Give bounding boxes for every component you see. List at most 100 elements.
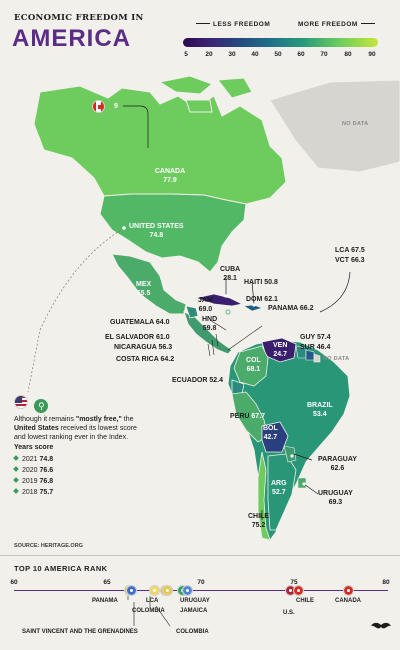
legend-gradient-bar: [183, 38, 378, 47]
country-label-suriname: SUR 46.4: [300, 344, 331, 351]
country-label-haiti: HAITI 50.8: [244, 279, 278, 286]
header-subtitle: ECONOMIC FREEDOM IN: [14, 13, 144, 23]
arrow-left-icon: [196, 23, 210, 24]
paraguay-shape: [283, 445, 297, 463]
country-label-colombia: COL 68.1: [246, 357, 261, 373]
rank-label-colombia-bottom: COLOMBIA: [176, 629, 209, 635]
cuba-shape: [194, 293, 244, 307]
mexico-shape: [111, 253, 187, 315]
marker-dot: [302, 482, 306, 486]
year-score-row: 2019 76.8: [13, 477, 53, 485]
country-label-mexico: MEX 65.5: [136, 281, 152, 297]
bolivia-shape: [261, 421, 289, 453]
guatemala-shape: [185, 305, 199, 319]
rank-label-panama: PANAMA: [92, 598, 118, 604]
country-label-chile: CHILE 75.2: [248, 513, 269, 529]
diamond-icon: [13, 466, 19, 472]
rank-marker: [182, 584, 194, 596]
legend-tick: 20: [205, 51, 213, 58]
country-label-guyana: GUY 57.4: [300, 334, 331, 341]
us-flag-icon: [14, 395, 28, 409]
legend-tick: 80: [344, 51, 352, 58]
rank-axis-tick: 65: [103, 579, 111, 586]
country-label-guatemala: GUATEMALA 64.0: [110, 319, 170, 326]
legend-more-label: MORE FREEDOM: [298, 21, 375, 28]
marker-dot: [224, 294, 228, 298]
leader-line-paraguay: [293, 453, 313, 461]
legend-tick: 30: [228, 51, 236, 58]
no-data-label: NO DATA: [342, 121, 369, 127]
rank-axis-tick: 75: [290, 579, 298, 586]
country-label-bolivia: BOL 42.7: [263, 425, 278, 441]
country-label-argentina: ARG 52.7: [271, 480, 287, 496]
leader-line-uruguay: [303, 483, 319, 495]
country-label-united-states: UNITED STATES 74.8: [129, 223, 184, 239]
magnifier-icon: ⚲: [34, 399, 49, 413]
french-guiana-shape: [313, 353, 321, 363]
country-label-dominican-republic: DOM 62.1: [246, 296, 278, 303]
country-label-ecuador: ECUADOR 52.4: [172, 377, 223, 384]
leader-line-canada: [119, 105, 149, 148]
country-label-nicaragua: NICARAGUA 56.3: [114, 344, 173, 351]
rank-marker: [148, 584, 160, 596]
rank-label-saint-vincent: SAINT VINCENT AND THE GRENADINES: [22, 629, 138, 635]
us-note-text: Although it remains "mostly free," the U…: [14, 416, 137, 441]
legend-tick: 90: [368, 51, 376, 58]
country-label-saint-lucia: LCA 67.5: [335, 247, 365, 254]
rank-label-colombia: COLOMBIA: [132, 608, 165, 614]
legend-tick: 5: [184, 51, 188, 58]
legend-tick: 40: [251, 51, 259, 58]
chile-shape: [257, 451, 271, 541]
united-states-shape: [99, 193, 247, 273]
country-label-honduras: HND 59.8: [202, 316, 218, 332]
canada-shape: [33, 85, 287, 205]
country-label-panama: PANAMA 66.2: [268, 305, 314, 312]
americas-map: [27, 75, 400, 541]
leader-line-lca: [319, 271, 351, 313]
us-note-icons: ⚲: [14, 395, 49, 414]
canada-islands-shape: [158, 75, 253, 113]
marker-dot: [252, 303, 256, 307]
rank-label-chile: CHILE: [296, 598, 314, 604]
marker-dot: [122, 226, 126, 230]
country-label-cuba: CUBA 28.1: [220, 266, 241, 282]
country-label-brazil: BRAZIL 53.4: [307, 402, 333, 418]
rank-marker: [292, 584, 304, 596]
legend-tick: 50: [274, 51, 282, 58]
marker-dot: [226, 310, 230, 314]
rank-marker: [161, 584, 173, 596]
country-label-jamaica: JAM 69.0: [198, 297, 213, 313]
hispaniola-shape: [243, 304, 263, 312]
legend-tick: 70: [320, 51, 328, 58]
rank-axis-tick: 80: [382, 579, 390, 586]
section-divider: [0, 555, 400, 556]
rank-label-uruguay: URUGUAY: [180, 598, 210, 604]
year-score-row: 2018 75.7: [13, 488, 53, 496]
leader-line-haiti: [251, 281, 255, 305]
source-note: SOURCE: HERITAGE.ORG: [14, 543, 83, 549]
central-america-shape: [183, 311, 233, 355]
greenland-shape: [269, 79, 400, 173]
years-title: Years score: [14, 444, 54, 451]
country-label-el-salvador: EL SALVADOR 61.0: [105, 334, 170, 341]
mustache-logo-icon: [371, 622, 391, 629]
rank-label-us: U.S.: [283, 610, 295, 616]
no-data-label-french-guiana: NO DATA: [323, 356, 350, 362]
rank-leader-lines: [127, 596, 171, 627]
year-score-row: 2021 74.8: [13, 455, 53, 463]
rank-label-canada: CANADA: [335, 598, 361, 604]
year-score-row: 2020 76.6: [13, 466, 53, 474]
diamond-icon: [13, 455, 19, 461]
rank-label-lca: LCA: [146, 598, 159, 604]
leader-line-us: [27, 227, 125, 393]
country-label-saint-vincent: VCT 66.3: [335, 257, 365, 264]
rank-axis-tick: 70: [197, 579, 205, 586]
legend-less-label: LESS FREEDOM: [196, 21, 270, 28]
marker-dot: [290, 454, 294, 458]
page-title: AMERICA: [12, 25, 131, 52]
leader-line-central-america: [207, 319, 263, 357]
diamond-icon: [13, 488, 19, 494]
rank-marker: [126, 584, 138, 596]
rank-axis-line: [14, 590, 388, 591]
arrow-right-icon: [360, 23, 375, 24]
